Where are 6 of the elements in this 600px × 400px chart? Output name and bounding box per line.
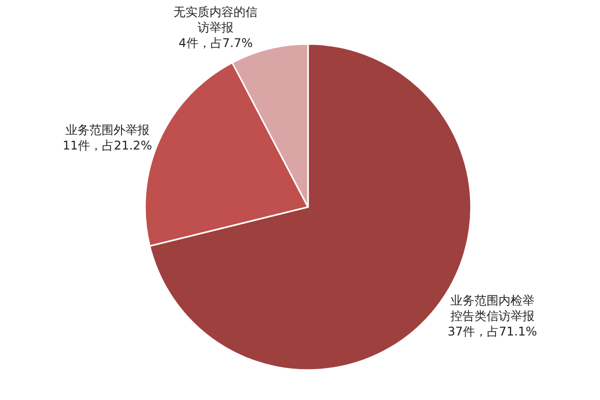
data-label: 4件，占7.7% (178, 36, 253, 50)
slice-label: 业务范围外举报 (65, 122, 150, 137)
slice-label: 业务范围内检举控告类信访举报 (450, 294, 534, 324)
data-label: 37件，占71.1% (448, 324, 537, 339)
slice-label: 无实质内容的信访举报 (174, 4, 258, 34)
data-label: 11件，占21.2% (62, 138, 152, 152)
